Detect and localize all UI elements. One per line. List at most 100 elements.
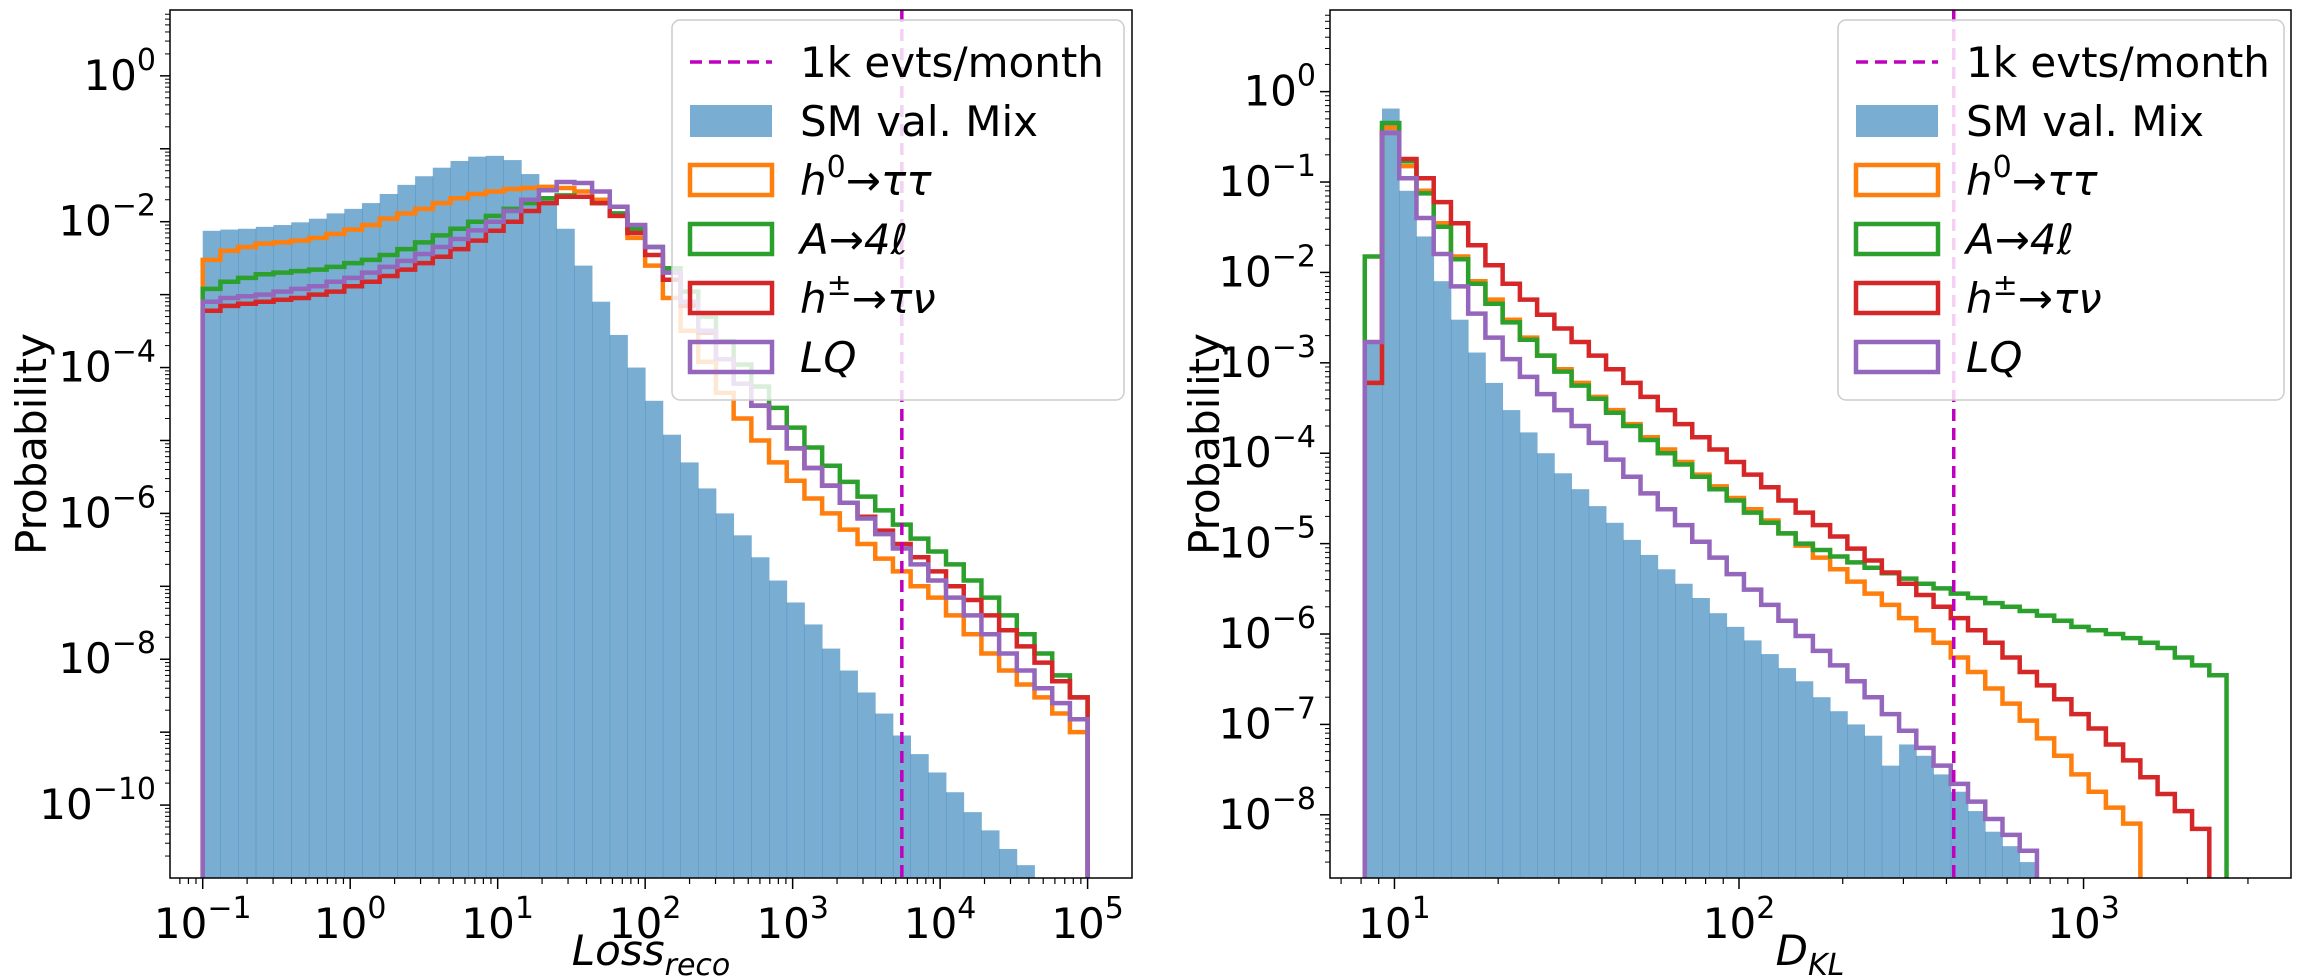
bar-sm-dkl [1623, 539, 1641, 878]
bar-sm-loss [751, 557, 770, 878]
bar-sm-dkl [1554, 473, 1572, 878]
legend-label-h0: h0→ττ [800, 150, 932, 205]
y-tick-label-dkl: 10−2 [1218, 239, 1316, 296]
bar-sm-loss [662, 434, 681, 878]
bar-sm-dkl [1657, 569, 1676, 878]
y-tick-label-dkl: 10−1 [1218, 149, 1316, 206]
legend-entry-threshold-loss: 1k evts/month [690, 38, 1104, 87]
y-tick-label-dkl: 10−8 [1218, 782, 1316, 839]
bar-sm-dkl [1743, 640, 1762, 878]
step-line-LQ-dkl [1362, 130, 2040, 878]
y-tick-label-dkl: 10−7 [1218, 691, 1316, 748]
x-tick-label-loss: 103 [756, 891, 829, 948]
bar-sm-loss [291, 222, 310, 878]
legend-handle-h0 [1853, 162, 1941, 198]
y-tick-label-dkl: 10−6 [1218, 601, 1316, 658]
y-tick-label-loss: 10−4 [58, 335, 156, 392]
legend-entry-sm-dkl: SM val. Mix [1856, 97, 2204, 146]
y-axis-label-dkl: Probability [1180, 333, 1229, 555]
bar-sm-loss [609, 334, 628, 878]
bar-sm-dkl [2002, 846, 2021, 878]
legend-handle-h0 [687, 162, 775, 198]
legend-entry-threshold-dkl: 1k evts/month [1856, 38, 2270, 87]
bar-sm-loss [308, 218, 328, 878]
x-tick-label-loss: 102 [609, 891, 682, 948]
y-tick-label-loss: 10−6 [58, 480, 156, 537]
bar-sm-loss [556, 228, 575, 878]
series-hpm-loss [200, 194, 1090, 878]
bar-sm-loss [769, 580, 788, 878]
bar-sm-loss [627, 367, 646, 878]
legend-entry-A-dkl: A→4ℓ [1853, 215, 2074, 264]
legend-entry-LQ-dkl: LQ [1853, 333, 2022, 382]
plot-area-dkl [1362, 10, 2229, 878]
bar-sm-loss [680, 462, 699, 878]
x-tick-label-loss: 104 [904, 891, 977, 948]
legend-label-hpm: h±→τν [1966, 268, 2102, 323]
bar-sm-loss [485, 155, 504, 878]
legend-label-sm: SM val. Mix [800, 97, 1038, 146]
bar-sm-loss [892, 735, 912, 878]
bar-sm-loss [946, 792, 965, 878]
bar-sm-loss [344, 208, 363, 878]
bar-sm-dkl [1675, 583, 1693, 878]
bar-sm-dkl [1985, 831, 2003, 878]
legend-handle-A [687, 221, 775, 257]
series-hpm-dkl [1362, 130, 2212, 878]
bar-sm-loss [928, 772, 947, 878]
bar-sm-loss [698, 488, 717, 878]
bar-sm-loss [981, 830, 1000, 878]
y-tick-label-loss: 10−8 [58, 626, 156, 683]
y-tick-label-loss: 10−2 [58, 189, 156, 246]
bar-sm-loss [804, 624, 823, 878]
bar-sm-loss [733, 535, 752, 878]
bar-sm-dkl [1537, 453, 1555, 878]
legend-box-loss [671, 19, 1125, 401]
step-line-hpm-dkl [1362, 130, 2212, 878]
bar-sm-loss [715, 513, 735, 878]
legend-entry-hpm-dkl: h±→τν [1853, 268, 2102, 323]
bar-sm-loss [220, 229, 239, 878]
bar-sm-loss [857, 692, 876, 878]
plot-area-loss [200, 10, 1090, 878]
bar-sm-loss [450, 160, 469, 878]
bar-sm-loss [238, 228, 257, 878]
x-axis-dkl: 101 102 103 [1340, 878, 2249, 948]
legend-label-LQ: LQ [1966, 333, 2022, 382]
legend-entry-h0-loss: h0→ττ [687, 150, 932, 205]
bar-sm-dkl [1382, 108, 1400, 878]
bar-sm-loss [326, 213, 345, 878]
chart-panel-dkl: 101 102 103 100 10−1 10−2 10−3 10−4 10−5 10−6 10−… [1180, 9, 2292, 980]
x-tick-label-dkl: 102 [1703, 891, 1776, 948]
x-axis-label-loss: Lossreco [572, 926, 731, 980]
bar-sm-dkl [1933, 774, 1952, 878]
bar-sm-loss [538, 196, 558, 878]
bar-sm-dkl [1968, 811, 1986, 878]
legend-label-sm: SM val. Mix [1966, 97, 2204, 146]
x-tick-label-dkl: 101 [1358, 891, 1431, 948]
bar-sm-dkl [1571, 489, 1590, 878]
bar-sm-loss [397, 184, 416, 878]
series-sm-dkl [1364, 108, 2038, 878]
y-axis-loss: 100 10−2 10−4 10−6 10−8 10−10 [39, 13, 170, 857]
bar-sm-dkl [1726, 626, 1745, 878]
y-tick-label-dkl: 10−4 [1218, 420, 1316, 477]
bar-sm-dkl [1916, 755, 1934, 878]
legend-label-A: A→4ℓ [797, 215, 908, 264]
bar-sm-loss [839, 670, 858, 878]
bar-sm-dkl [1588, 506, 1607, 878]
legend-label-threshold: 1k evts/month [1966, 38, 2270, 87]
bar-sm-dkl [1881, 765, 1900, 878]
legend-handle-hpm [687, 280, 775, 316]
bar-sm-loss [273, 225, 292, 878]
step-line-A-dkl [1362, 120, 2229, 878]
bar-sm-dkl [1416, 236, 1435, 878]
bar-sm-dkl [1433, 281, 1452, 878]
legend-entry-A-loss: A→4ℓ [687, 215, 908, 264]
bar-sm-dkl [1450, 319, 1469, 878]
bar-sm-dkl [1709, 613, 1728, 878]
series-LQ-loss [200, 179, 1090, 878]
bar-sm-loss [592, 301, 611, 878]
legend-entry-sm-loss: SM val. Mix [690, 97, 1038, 146]
